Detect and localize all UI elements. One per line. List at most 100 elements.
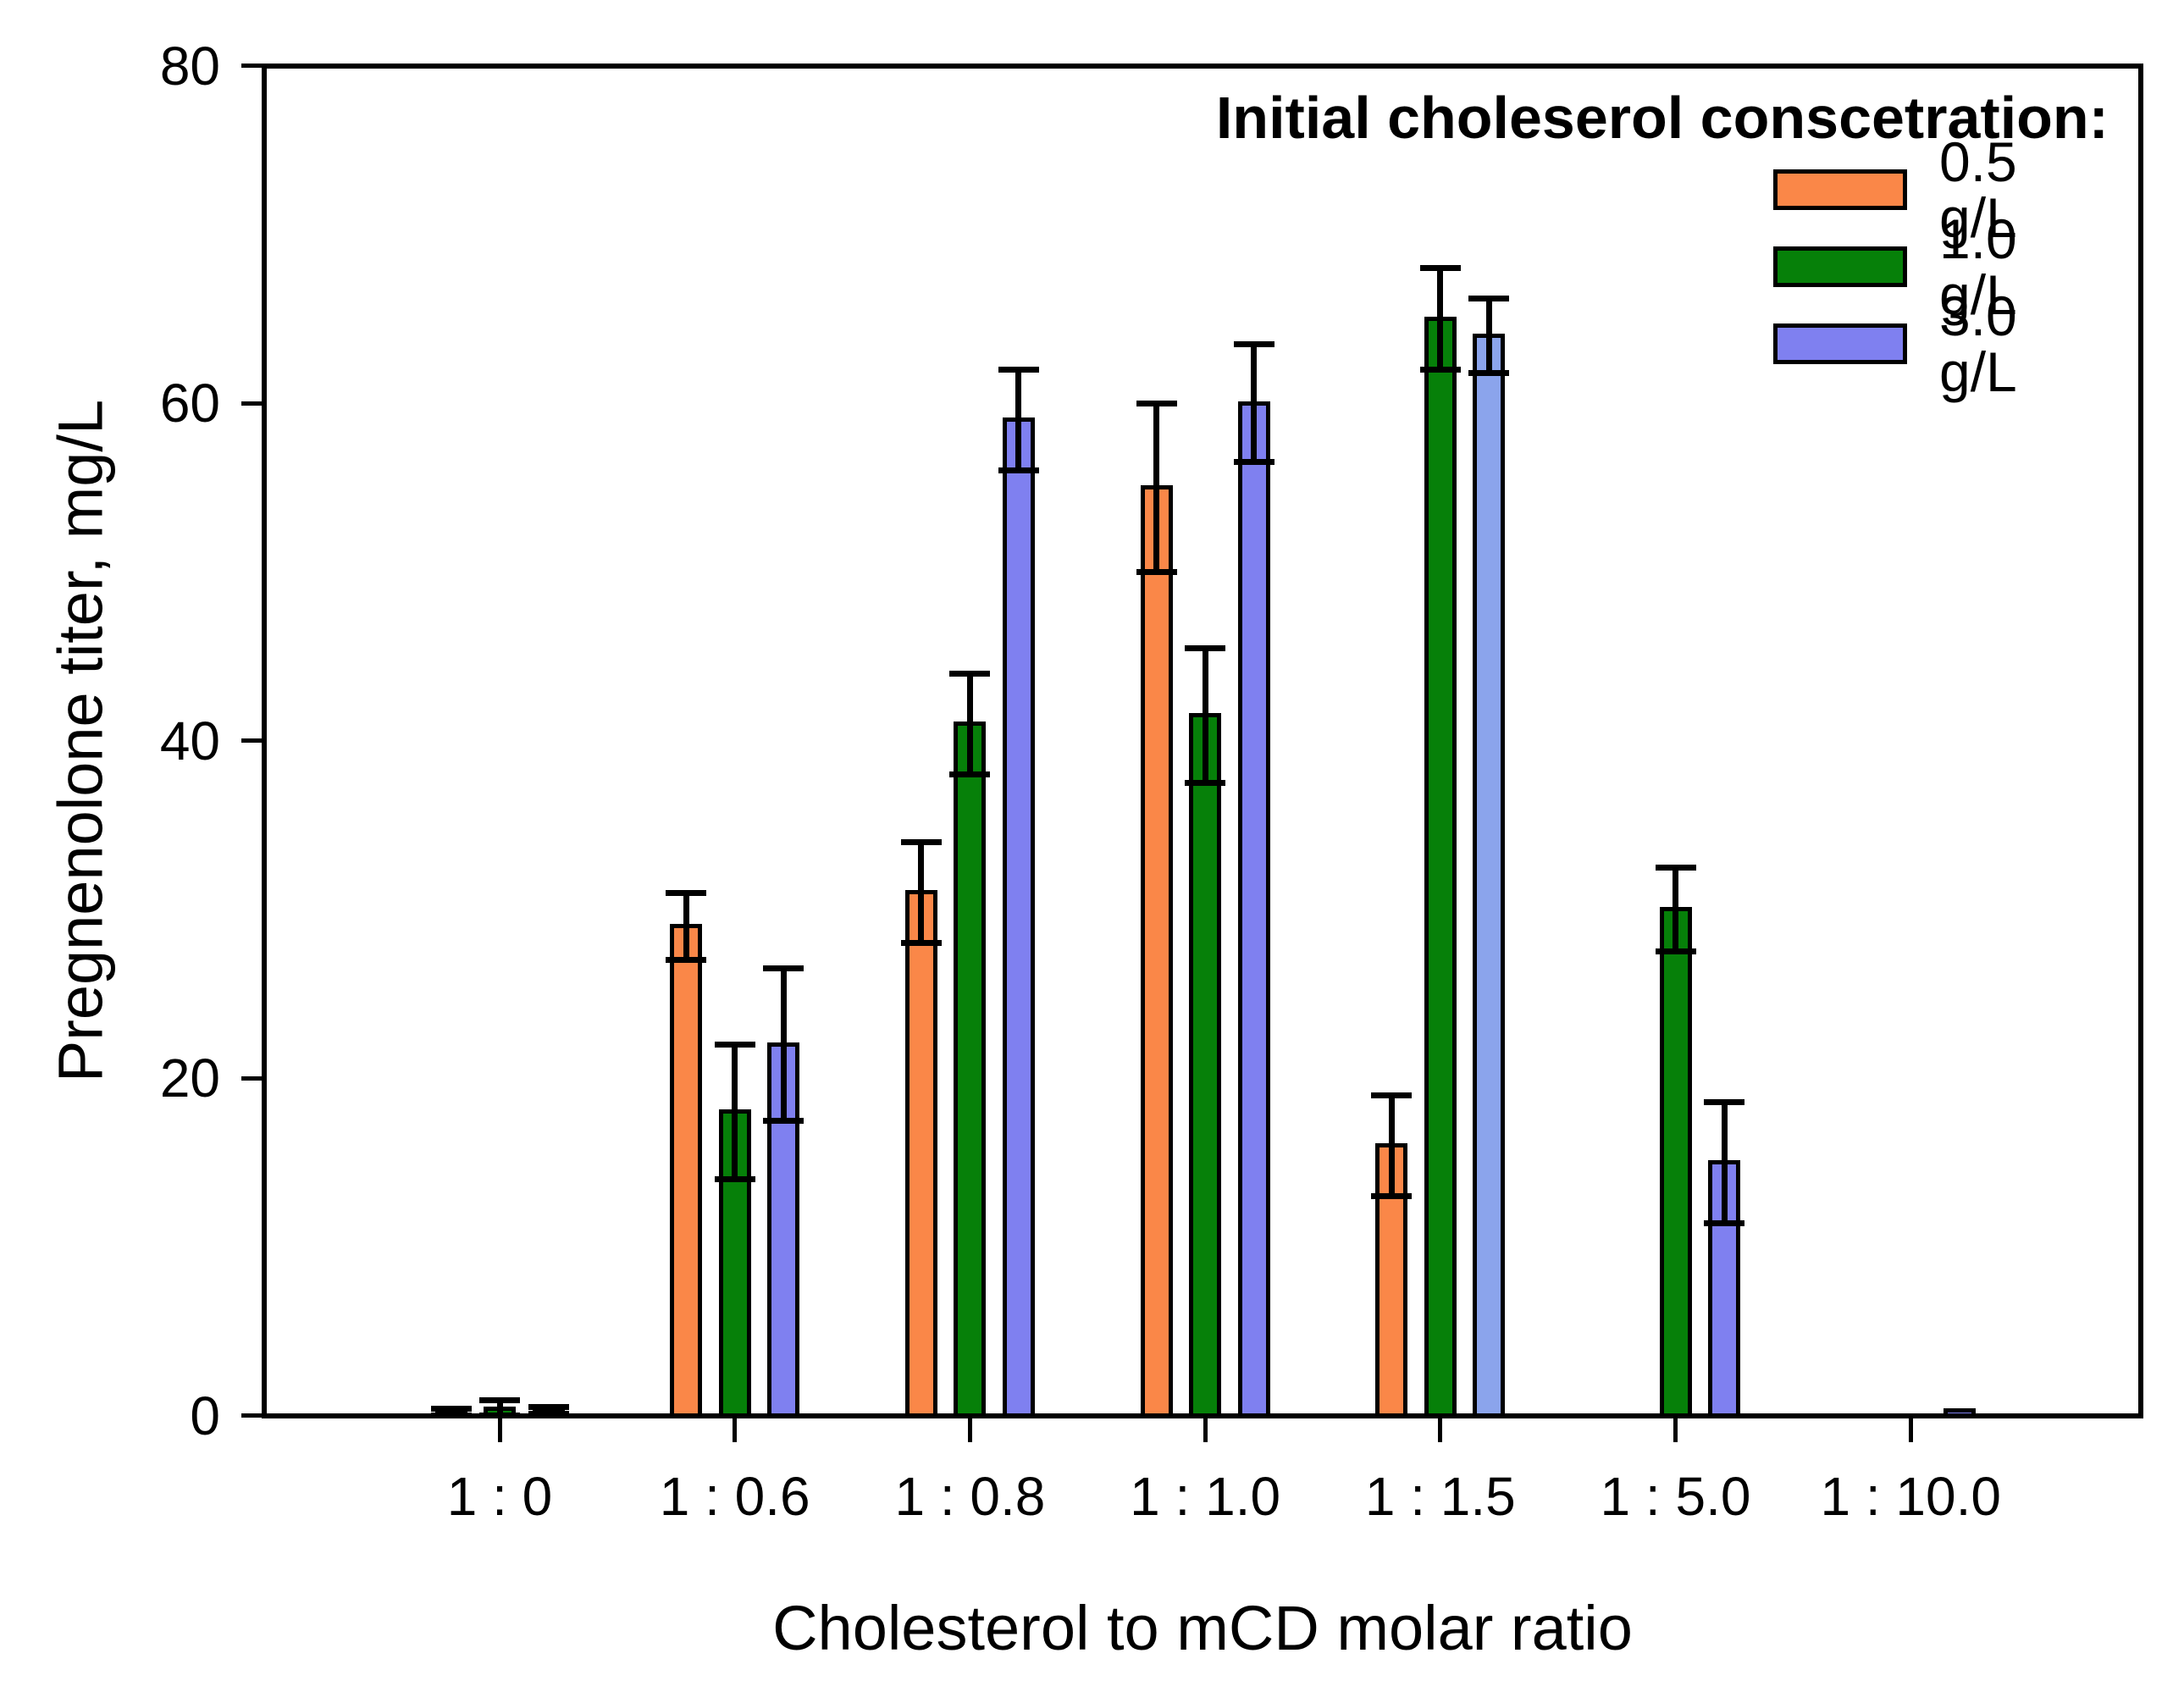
legend-swatch-icon: [1773, 323, 1907, 364]
x-tick-label: 1 : 5.0: [1600, 1466, 1751, 1527]
error-bar-line: [1437, 268, 1444, 370]
y-axis-tick: [241, 1413, 262, 1418]
x-tick-label: 1 : 0.8: [894, 1466, 1046, 1527]
error-bar-cap-top: [1419, 265, 1461, 272]
y-tick-label: 80: [159, 35, 220, 97]
x-axis-tick: [1438, 1418, 1443, 1442]
error-bar-cap-bottom: [763, 1117, 804, 1124]
error-bar-line: [683, 893, 689, 960]
x-tick-label: 1 : 1.0: [1130, 1466, 1281, 1527]
error-bar-cap-bottom: [1136, 568, 1177, 575]
x-axis-tick: [1908, 1418, 1913, 1442]
error-bar-cap-top: [1233, 340, 1274, 347]
x-axis-tick: [733, 1418, 738, 1442]
bar-3.0-g/L-cat3: [1237, 401, 1270, 1413]
error-bar-cap-bottom: [1468, 369, 1510, 376]
legend: Initial choleserol conscetration: 0.5 g/…: [1215, 85, 2109, 400]
y-tick-label: 40: [159, 710, 220, 771]
y-axis-tick: [241, 401, 262, 406]
x-axis-tick: [1673, 1418, 1678, 1442]
error-bar-cap-bottom: [1419, 366, 1461, 373]
legend-rows: 0.5 g/L 1.0 g/L 3.0 g/L: [1773, 134, 2109, 400]
error-bar-cap-bottom: [1371, 1193, 1413, 1200]
error-bar-cap-top: [666, 889, 707, 896]
y-axis-tick: [241, 738, 262, 744]
y-tick-label: 0: [190, 1385, 220, 1446]
y-axis-title: Pregnenolone titer, mg/L: [45, 399, 116, 1083]
error-bar-line: [1673, 867, 1678, 952]
error-bar-cap-top: [1468, 296, 1510, 302]
error-bar-cap-top: [1136, 400, 1177, 406]
error-bar-cap-bottom: [479, 1413, 520, 1419]
error-bar-cap-top: [998, 366, 1039, 373]
error-bar-line: [1388, 1095, 1395, 1197]
x-tick-label: 1 : 0.6: [659, 1466, 810, 1527]
bar-1.0-g/L-cat5: [1659, 907, 1692, 1413]
bar-3.0-g/L-cat6: [1943, 1408, 1976, 1413]
error-bar-cap-top: [1704, 1098, 1744, 1105]
bar-1.0-g/L-cat4: [1424, 316, 1457, 1413]
y-axis-tick: [241, 1075, 262, 1081]
error-bar-cap-top: [714, 1041, 755, 1048]
y-tick-label: 60: [159, 373, 220, 434]
error-bar-line: [496, 1400, 503, 1416]
error-bar-cap-top: [1371, 1092, 1413, 1098]
error-bar-cap-bottom: [714, 1176, 755, 1183]
legend-item: 0.5 g/L: [1773, 134, 2109, 246]
error-bar-cap-bottom: [1185, 780, 1226, 786]
legend-item: 1.0 g/L: [1773, 211, 2109, 323]
plot-frame: [262, 64, 2143, 1418]
error-bar-line: [1015, 369, 1022, 471]
x-axis-title: Cholesterol to mCD molar ratio: [772, 1593, 1633, 1663]
x-axis-tick: [967, 1418, 972, 1442]
legend-item: 3.0 g/L: [1773, 288, 2109, 400]
legend-swatch-icon: [1773, 169, 1907, 210]
bar-0.5-g/L-cat1: [670, 924, 703, 1413]
bar-3.0-g/L-cat4: [1473, 333, 1506, 1413]
x-axis-tick: [497, 1418, 502, 1442]
legend-label: 0.5 g/L: [1939, 130, 2017, 249]
bar-0.5-g/L-cat2: [904, 890, 937, 1413]
error-bar-cap-bottom: [1655, 948, 1696, 955]
y-axis-tick: [241, 64, 262, 69]
error-bar-line: [545, 1407, 551, 1414]
error-bar-cap-bottom: [1233, 459, 1274, 466]
error-bar-cap-top: [1185, 644, 1226, 651]
error-bar-cap-bottom: [900, 940, 942, 947]
error-bar-line: [1485, 298, 1492, 373]
error-bar-cap-bottom: [666, 957, 707, 964]
error-bar-cap-top: [1655, 864, 1696, 871]
x-tick-label: 1 : 1.5: [1364, 1466, 1516, 1527]
error-bar-line: [1202, 648, 1208, 783]
error-bar-cap-bottom: [430, 1413, 472, 1419]
error-bar-line: [1721, 1102, 1728, 1224]
error-bar-cap-top: [949, 670, 991, 677]
error-bar-line: [918, 842, 925, 943]
bar-3.0-g/L-cat2: [1002, 417, 1035, 1413]
bar-0.5-g/L-cat3: [1140, 485, 1173, 1413]
error-bar-cap-top: [528, 1404, 569, 1411]
bar-1.0-g/L-cat3: [1189, 713, 1222, 1413]
legend-label: 3.0 g/L: [1939, 284, 2017, 403]
error-bar-line: [966, 673, 973, 775]
error-bar-cap-top: [430, 1406, 472, 1413]
error-bar-line: [1251, 344, 1258, 462]
error-bar-cap-top: [763, 965, 804, 972]
error-bar-cap-top: [479, 1397, 520, 1404]
error-bar-cap-bottom: [528, 1411, 569, 1418]
x-tick-label: 1 : 0: [446, 1466, 553, 1527]
y-tick-label: 20: [159, 1048, 220, 1109]
legend-label: 1.0 g/L: [1939, 207, 2017, 326]
error-bar-line: [448, 1408, 454, 1416]
error-bar-cap-bottom: [949, 771, 991, 778]
error-bar-line: [1153, 403, 1160, 572]
error-bar-cap-bottom: [1704, 1220, 1744, 1227]
x-axis-tick: [1203, 1418, 1208, 1442]
error-bar-line: [732, 1044, 738, 1180]
error-bar-cap-top: [900, 838, 942, 845]
x-tick-label: 1 : 10.0: [1820, 1466, 2001, 1527]
legend-swatch-icon: [1773, 246, 1907, 287]
legend-title: Initial choleserol conscetration:: [1215, 85, 2109, 151]
error-bar-cap-bottom: [998, 467, 1039, 474]
